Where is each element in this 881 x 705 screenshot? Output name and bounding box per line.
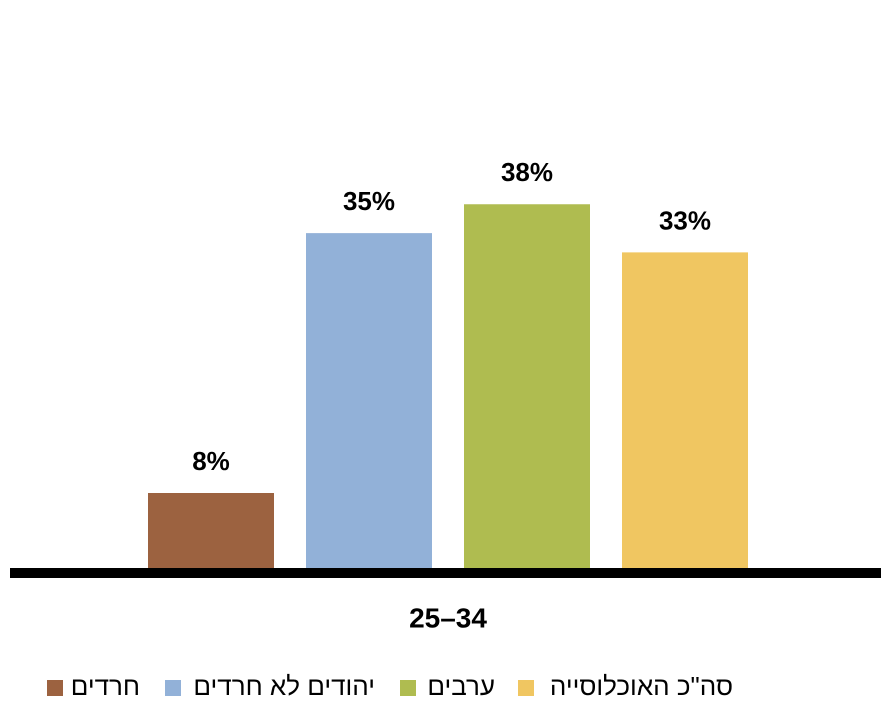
legend-label: ערבים — [427, 671, 495, 700]
legend-label: חרדים — [71, 671, 140, 700]
legend-swatch — [47, 680, 63, 696]
value-label: 38% — [501, 157, 553, 187]
legend-swatch — [165, 680, 181, 696]
legend-label: סה"כ האוכלוסייה — [550, 671, 733, 700]
bar — [464, 204, 590, 570]
legend-label: יהודים לא חרדים — [193, 671, 375, 700]
x-tick-label: 25–34 — [409, 602, 487, 633]
bar — [148, 493, 274, 570]
value-label: 8% — [192, 446, 230, 476]
value-label: 33% — [659, 205, 711, 235]
legend-swatch — [518, 680, 534, 696]
bar — [306, 233, 432, 570]
value-label: 35% — [343, 186, 395, 216]
bar — [622, 252, 748, 570]
legend-swatch — [400, 680, 416, 696]
